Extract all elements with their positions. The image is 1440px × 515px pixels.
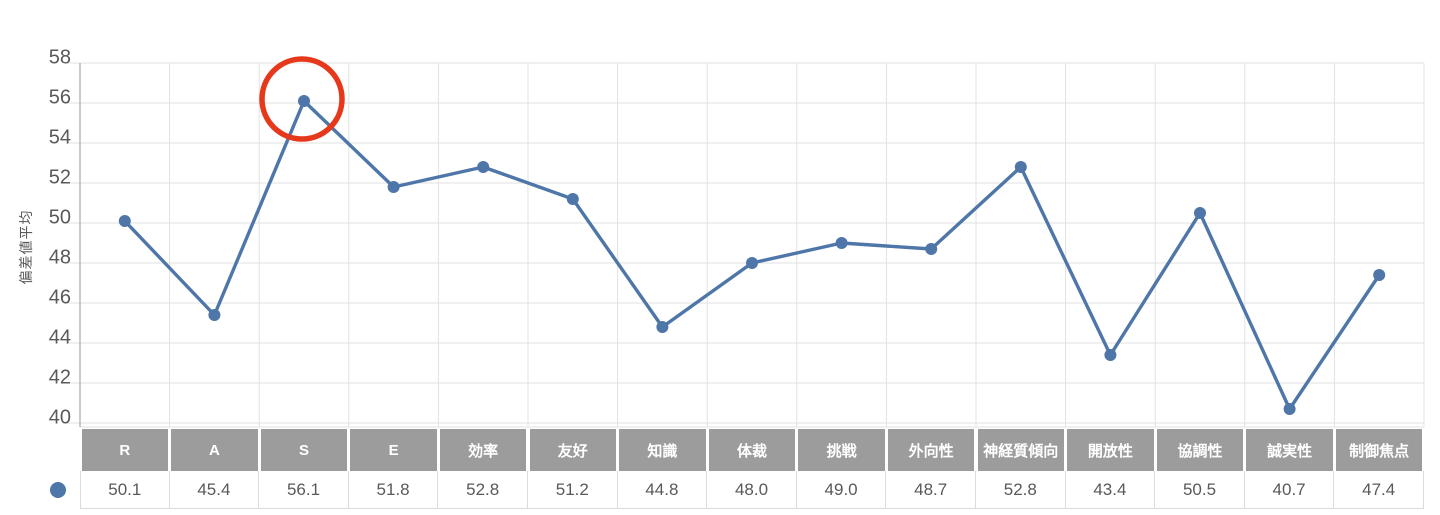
y-tick-label: 58 [49,46,71,68]
table-header-cell: E [350,429,437,471]
data-point-marker [477,161,490,173]
table-header-cell: 効率 [439,429,527,471]
table-value-cell: 43.4 [1065,471,1156,509]
data-point-marker [298,95,310,107]
table-value-cell: 47.4 [1334,471,1424,509]
table-value-cell: 50.5 [1155,471,1245,509]
y-tick-label: 50 [49,206,71,228]
y-tick-label: 44 [49,326,71,348]
data-point-marker [746,257,758,269]
table-value-cell: 50.1 [80,471,170,509]
table-header-cell: 知識 [619,429,706,471]
table-header-cell: 制御焦点 [1335,429,1423,471]
table-value-cell: 51.8 [348,471,439,509]
table-value-cell: 44.8 [617,471,708,509]
data-point-marker [1014,161,1027,173]
data-point-marker [925,243,938,255]
data-point-marker [656,321,669,333]
series-legend-marker [50,482,66,498]
table-header-cell: 協調性 [1156,429,1244,471]
series-line [123,99,1381,411]
y-tick-label: 48 [49,246,71,268]
data-point-marker [118,215,131,227]
data-point-marker [835,237,848,249]
table-value-cell: 51.2 [528,471,618,509]
table-header-cell: 開放性 [1067,429,1154,471]
y-tick-label: 52 [49,166,71,188]
table-header-cell: 神経質傾向 [977,429,1065,471]
table-value-cell: 49.0 [796,471,887,509]
table-header-cell: 挑戦 [798,429,885,471]
data-point-marker [1283,403,1296,415]
y-tick-label: 40 [49,406,71,428]
table-header-cell: A [171,429,258,471]
data-point-marker [208,309,221,321]
y-tick-label: 54 [49,126,71,148]
y-tick-label: 56 [49,86,71,108]
table-value-cell: 52.8 [438,471,528,509]
data-point-marker [1373,269,1386,281]
annotation-circle [259,56,345,142]
table-value-cell: 45.4 [169,471,260,509]
table-header-cell: 誠実性 [1246,429,1333,471]
data-point-marker [1104,349,1117,361]
y-tick-label: 42 [49,366,71,388]
table-header-cell: 外向性 [887,429,975,471]
table-value-cell: 48.0 [707,471,797,509]
table-value-cell: 52.8 [976,471,1066,509]
table-value-cell: 40.7 [1244,471,1335,509]
table-header-cell: S [260,429,348,471]
data-point-marker [1194,207,1206,219]
y-tick-label: 46 [49,286,71,308]
table-header-cell: 友好 [529,429,617,471]
table-header-cell: 体裁 [708,429,796,471]
table-value-cell: 48.7 [886,471,976,509]
data-point-marker [566,193,579,205]
table-header-cell: R [81,429,169,471]
table-value-cell: 56.1 [259,471,349,509]
data-point-marker [387,181,400,193]
